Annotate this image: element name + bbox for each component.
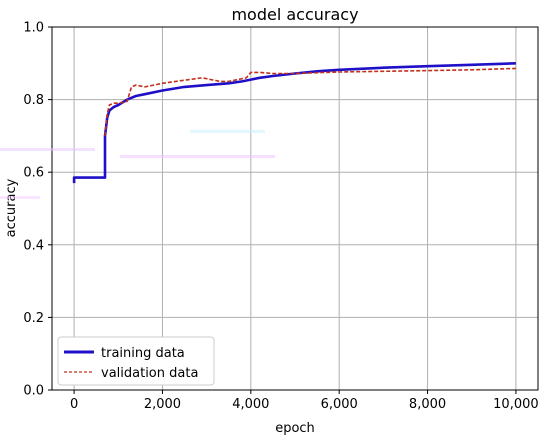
legend-label-validation: validation data — [101, 366, 198, 381]
plot-frame — [51, 26, 539, 391]
ticks: 0 2,000 4,000 6,000 8,000 10,000 0.0 0.2 0.4 0.6 0… — [23, 21, 538, 413]
x-tick-label: 8,000 — [409, 397, 446, 412]
y-tick-label: 1.0 — [23, 21, 44, 36]
y-tick-label: 0.2 — [23, 311, 44, 326]
x-tick-label: 2,000 — [144, 397, 181, 412]
series-layer — [72, 62, 516, 184]
legend-box — [57, 336, 215, 386]
x-tick-label: 10,000 — [493, 397, 539, 412]
scan-artifact — [120, 155, 275, 158]
x-tick-label: 6,000 — [321, 397, 358, 412]
scan-artifact — [0, 196, 40, 199]
y-axis-label: accuracy — [4, 178, 19, 237]
y-tick-label: 0.6 — [23, 166, 44, 181]
legend-label-training: training data — [101, 346, 185, 361]
legend: training data validation data — [57, 336, 215, 386]
grid — [52, 26, 538, 391]
x-tick-label: 4,000 — [232, 397, 269, 412]
y-tick-label: 0.0 — [23, 384, 44, 399]
chart-title: model accuracy — [231, 5, 358, 24]
y-tick-label: 0.8 — [23, 93, 44, 108]
y-tick-label: 0.4 — [23, 238, 44, 253]
scan-artifact — [190, 130, 265, 133]
x-axis-label: epoch — [275, 421, 315, 436]
scan-artifact — [0, 148, 95, 151]
x-tick-label: 0 — [70, 397, 78, 412]
validation-data-line — [104, 67, 516, 136]
